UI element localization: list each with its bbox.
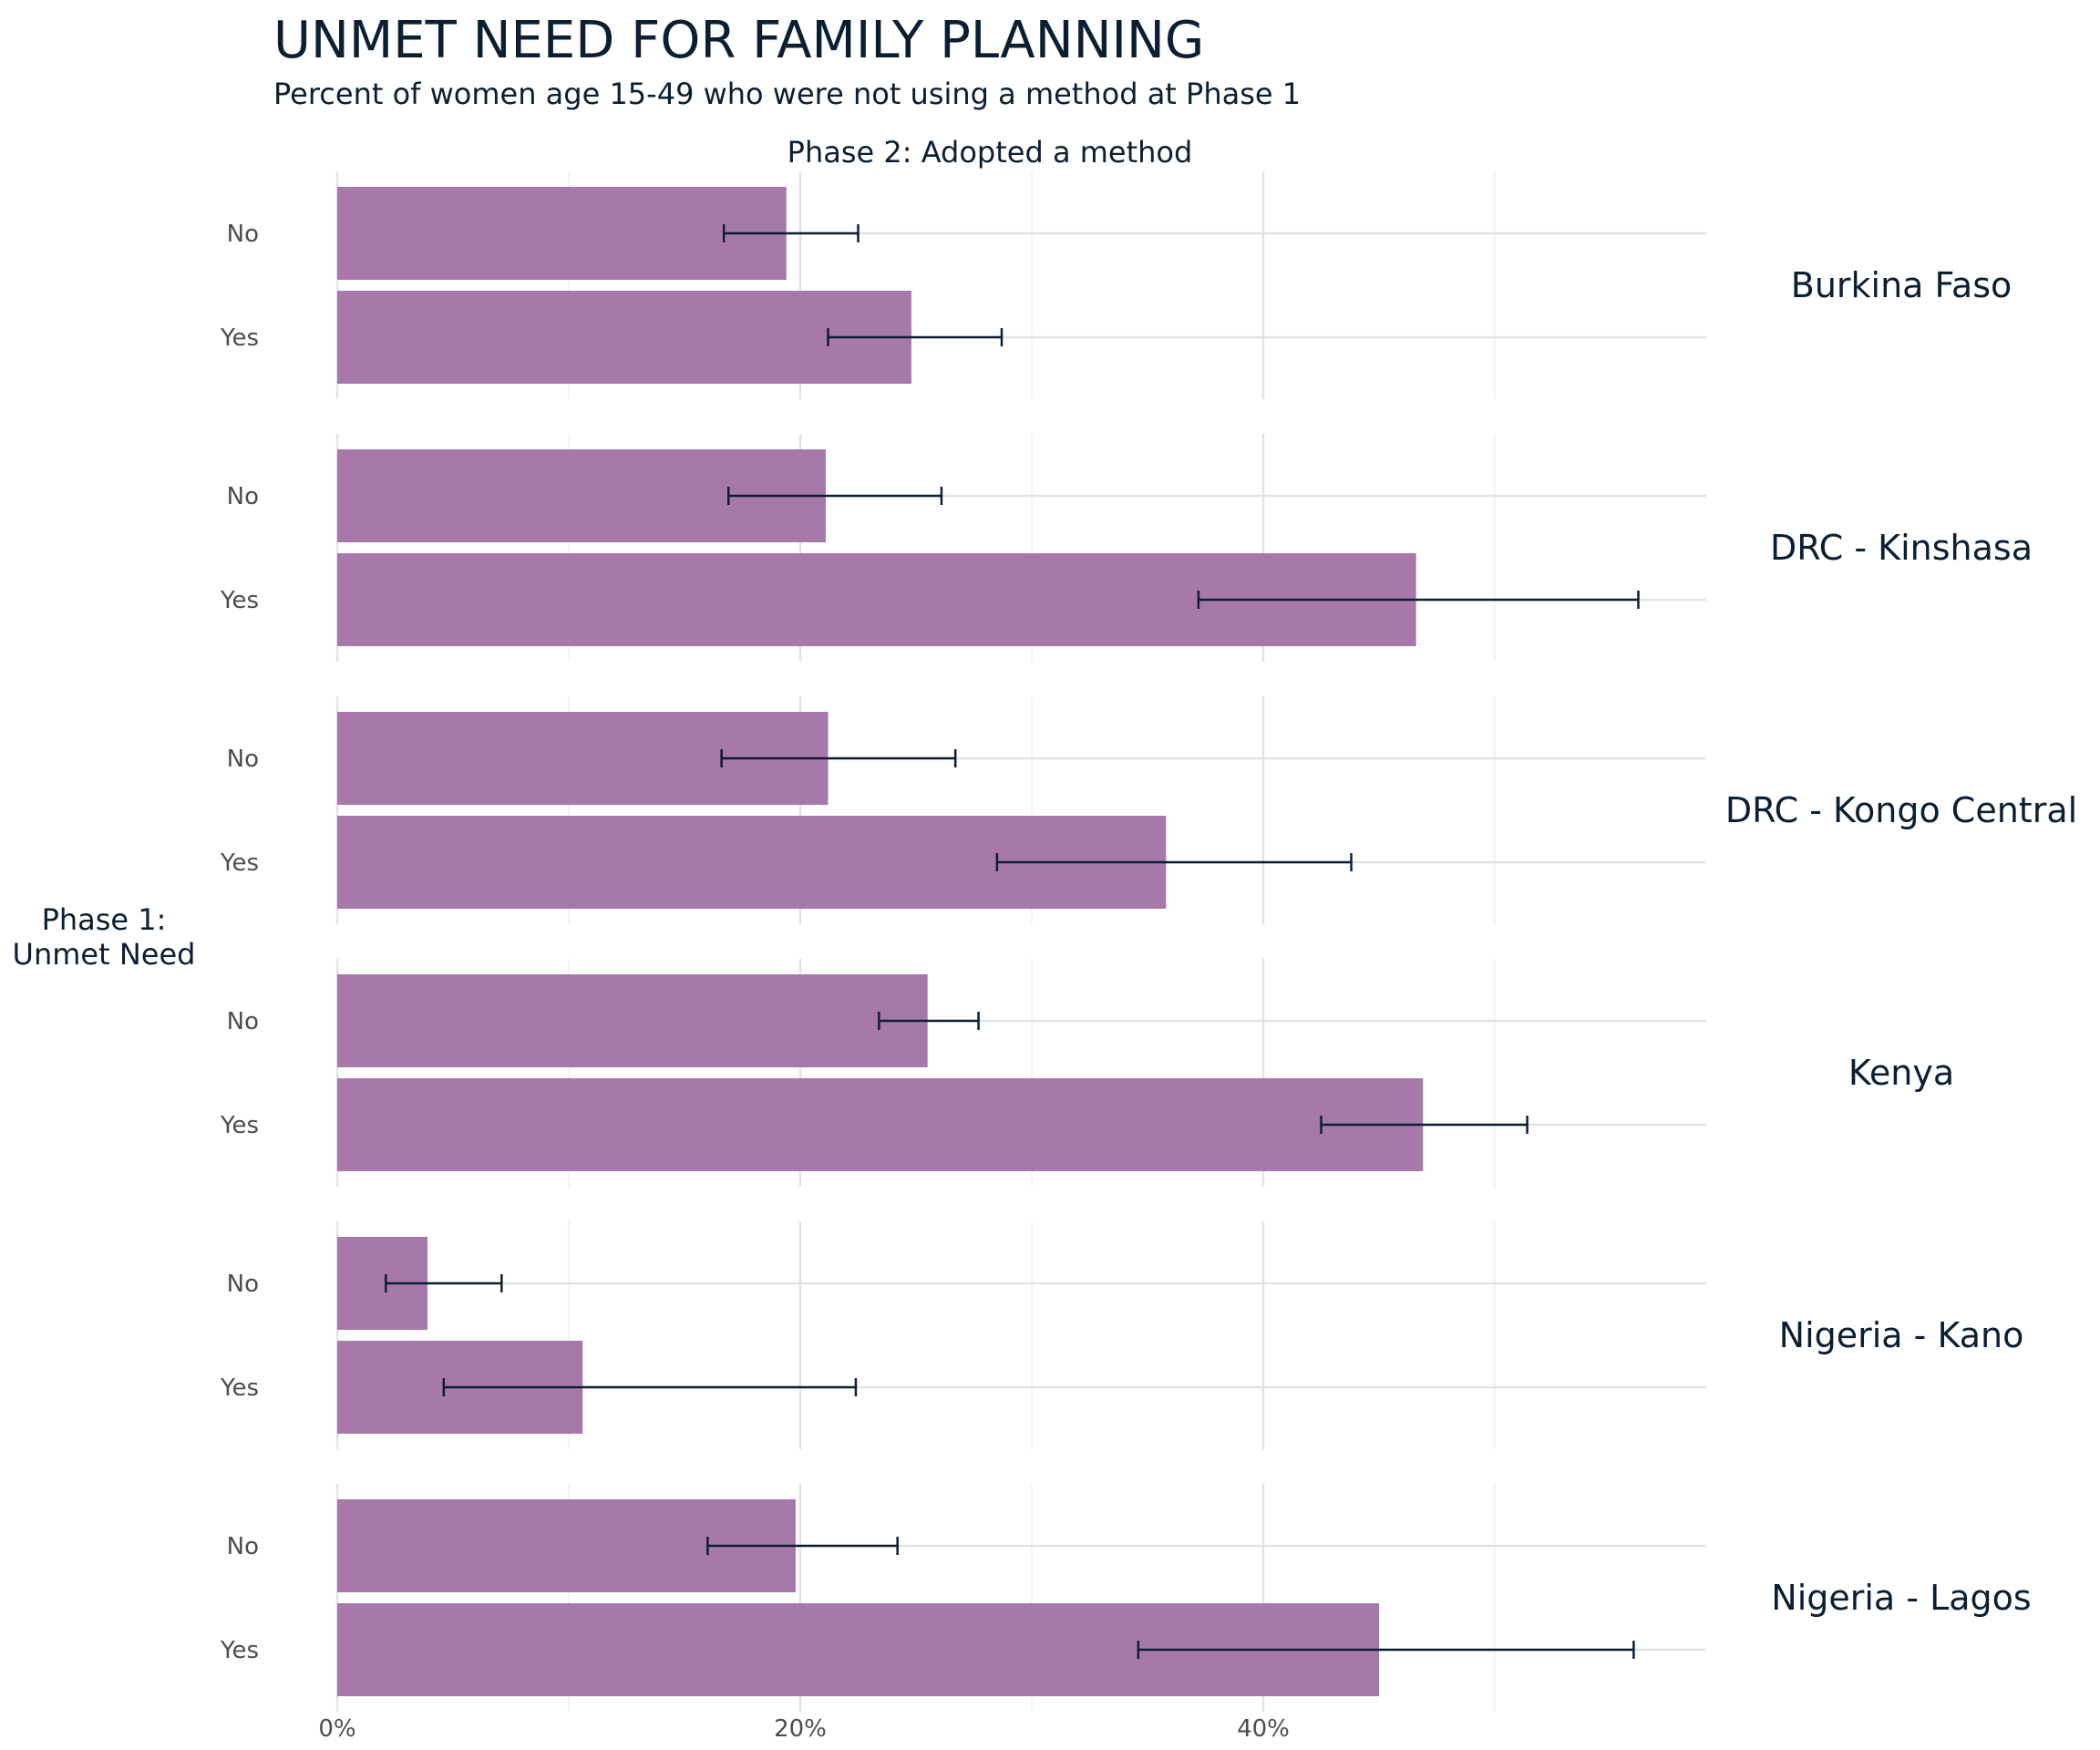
panel-0: No Yes Burkina Faso	[220, 171, 2012, 399]
y-tick-label: Yes	[220, 587, 259, 614]
y-axis-label-line: Phase 1:	[42, 902, 167, 937]
chart-title: UNMET NEED FOR FAMILY PLANNING	[273, 11, 1204, 70]
bar-yes	[337, 1078, 1424, 1171]
y-tick-label: No	[227, 1271, 259, 1298]
error-bar-yes	[827, 328, 1004, 346]
strip-label: DRC - Kongo Central	[1725, 790, 2077, 830]
error-bar-yes	[442, 1378, 858, 1396]
strip-label: DRC - Kinshasa	[1770, 528, 2033, 568]
panels: No Yes Burkina Faso No Yes DRC - Kinshasa No Ye…	[220, 171, 2077, 1712]
strip-label: Burkina Faso	[1791, 265, 2012, 305]
y-tick-label: No	[227, 221, 259, 248]
y-tick-label: Yes	[220, 1637, 259, 1664]
y-axis-label-line: Unmet Need	[13, 937, 196, 972]
y-tick-label: No	[227, 746, 259, 773]
bar-no	[337, 974, 928, 1067]
y-tick-label: Yes	[220, 1374, 259, 1402]
y-tick-label: No	[227, 483, 259, 510]
x-tick-label: 0%	[318, 1715, 355, 1743]
y-tick-label: Yes	[220, 849, 259, 877]
error-bar-yes	[1137, 1641, 1635, 1659]
panel-2: No Yes DRC - Kongo Central	[220, 696, 2077, 924]
strip-label: Nigeria - Lagos	[1771, 1578, 2031, 1618]
bar-no	[337, 187, 787, 280]
y-tick-label: No	[227, 1533, 259, 1560]
y-axis-label: Phase 1: Unmet Need	[13, 902, 196, 972]
panel-4: No Yes Nigeria - Kano	[220, 1221, 2023, 1449]
chart-subtitle: Percent of women age 15-49 who were not …	[273, 77, 1301, 111]
y-tick-label: Yes	[220, 324, 259, 352]
panel-3: No Yes Kenya	[220, 959, 1954, 1187]
panel-5: No Yes Nigeria - Lagos	[220, 1484, 2032, 1712]
strip-label: Kenya	[1848, 1053, 1954, 1093]
x-tick-label: 40%	[1237, 1715, 1290, 1743]
strip-label: Nigeria - Kano	[1779, 1315, 2024, 1355]
x-axis: 0% 20% 40%	[318, 1715, 1290, 1743]
error-bar-no	[385, 1274, 503, 1292]
error-bar-yes	[1197, 591, 1640, 609]
y-tick-label: No	[227, 1008, 259, 1035]
facet-header: Phase 2: Adopted a method	[788, 135, 1193, 170]
error-bar-no	[727, 487, 943, 505]
bar-yes	[337, 291, 911, 384]
error-bar-no	[706, 1537, 899, 1555]
error-bar-yes	[1320, 1116, 1529, 1134]
error-bar-no	[720, 749, 957, 767]
y-tick-label: Yes	[220, 1112, 259, 1139]
error-bar-yes	[995, 853, 1353, 871]
error-bar-no	[878, 1012, 980, 1030]
error-bar-no	[722, 224, 860, 242]
panel-1: No Yes DRC - Kinshasa	[220, 434, 2033, 662]
x-tick-label: 20%	[774, 1715, 827, 1743]
